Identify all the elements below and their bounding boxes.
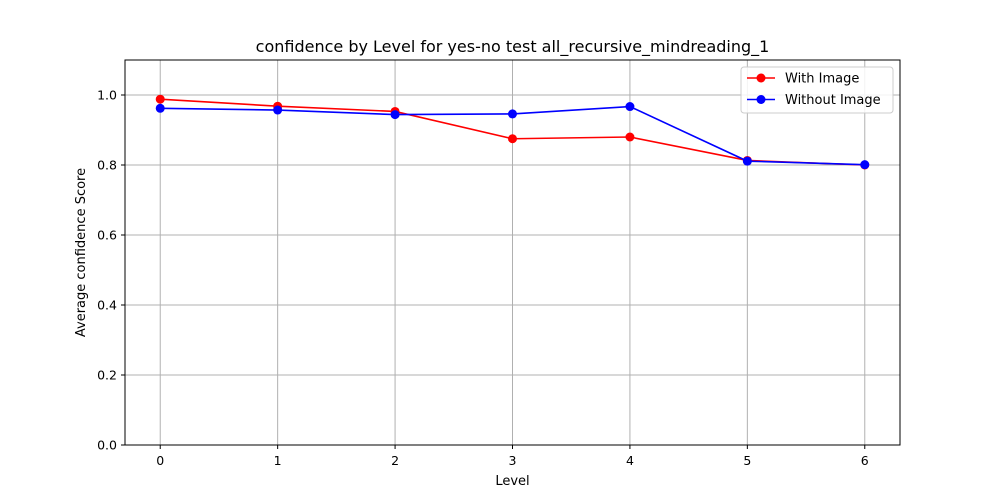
data-point-without-image [155, 103, 165, 113]
series [155, 94, 870, 170]
data-point-without-image [860, 160, 870, 170]
y-tick-label: 0.6 [97, 228, 117, 243]
data-point-with-image [625, 132, 635, 142]
data-point-without-image [390, 110, 400, 120]
legend-marker-with-image [756, 73, 766, 83]
data-point-without-image [273, 105, 283, 115]
y-axis-label: Average confidence Score [74, 168, 89, 337]
data-point-without-image [508, 109, 517, 119]
y-tick-label: 0.4 [97, 298, 117, 313]
legend: With Image Without Image [740, 66, 894, 114]
x-tick-label: 3 [509, 453, 517, 468]
y-tick-label: 1.0 [97, 88, 117, 103]
series-without-image [155, 102, 870, 170]
data-point-with-image [155, 94, 165, 104]
chart-title: confidence by Level for yes-no test all_… [256, 37, 770, 57]
data-point-without-image [625, 102, 635, 112]
y-tick-label: 0.8 [97, 158, 117, 173]
plot-frame [124, 59, 901, 446]
x-tick-label: 4 [626, 453, 634, 468]
x-tick-label: 5 [743, 453, 751, 468]
y-tick-label: 0.2 [97, 368, 117, 383]
legend-label-with-image: With Image [785, 72, 859, 87]
x-tick-label: 0 [156, 453, 164, 468]
data-point-with-image [508, 134, 517, 144]
legend-label-without-image: Without Image [785, 93, 881, 108]
legend-marker-without-image [756, 95, 766, 104]
x-tick-label: 1 [274, 453, 282, 468]
x-tick-label: 2 [391, 453, 399, 468]
axis-ticks: 0 1 2 3 4 5 6 0.0 0.2 0.4 0.6 0.8 1.0 [97, 88, 869, 469]
data-point-without-image [742, 156, 752, 166]
x-axis-label: Level [495, 474, 529, 489]
x-tick-label: 6 [861, 453, 869, 468]
y-tick-label: 0.0 [97, 438, 117, 453]
legend-box [740, 66, 894, 114]
